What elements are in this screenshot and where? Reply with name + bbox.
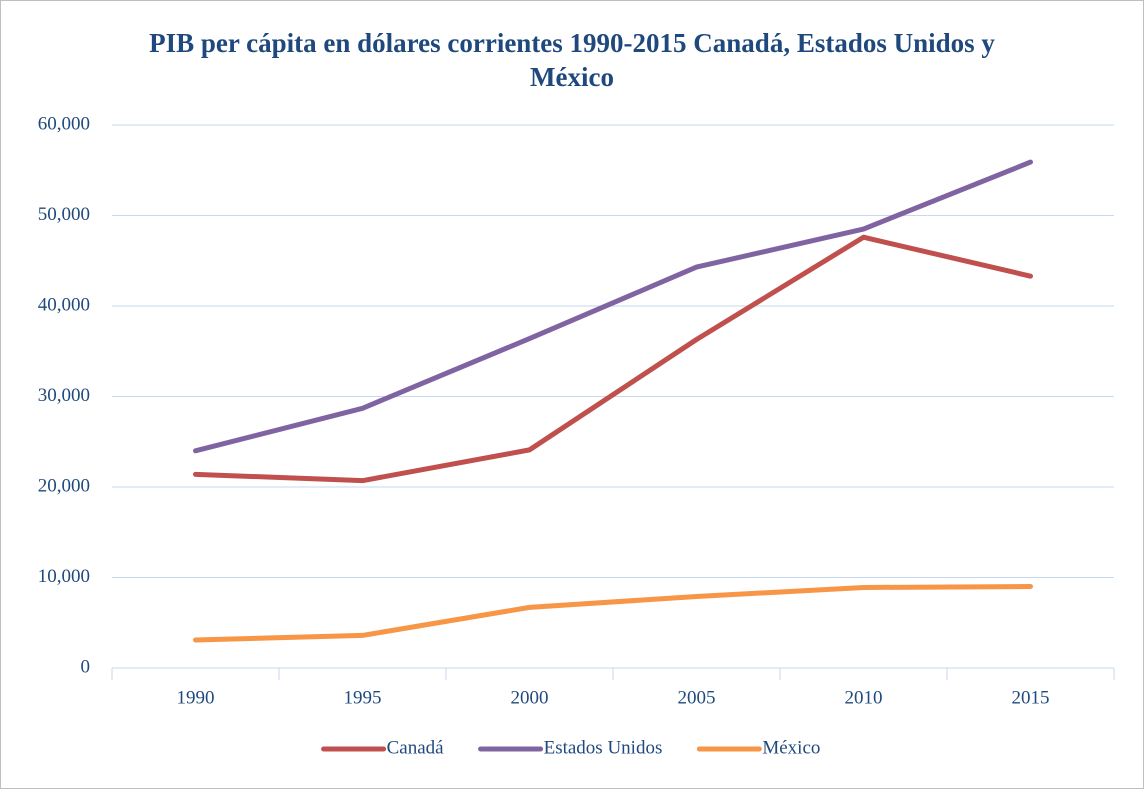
legend-label: México [762, 737, 820, 758]
x-tick-label: 1995 [344, 687, 382, 708]
y-tick-label: 40,000 [38, 294, 90, 315]
x-tick-label: 2005 [678, 687, 716, 708]
series-line [193, 234, 1033, 484]
y-tick-label: 0 [81, 656, 91, 677]
y-tick-label: 50,000 [38, 204, 90, 225]
x-tick-label: 2010 [845, 687, 883, 708]
y-tick-label: 30,000 [38, 385, 90, 406]
x-tick-label: 2000 [511, 687, 549, 708]
legend-label: Estados Unidos [544, 737, 663, 758]
series-line [193, 159, 1033, 454]
x-tick-label: 1990 [177, 687, 215, 708]
chart-title: PIB per cápita en dólares corrientes 199… [149, 28, 995, 92]
y-tick-label: 60,000 [38, 113, 90, 134]
y-tick-label: 10,000 [38, 566, 90, 587]
x-tick-label: 2015 [1012, 687, 1050, 708]
y-tick-label: 20,000 [38, 475, 90, 496]
series-line [193, 584, 1033, 643]
legend-label: Canadá [387, 737, 445, 758]
